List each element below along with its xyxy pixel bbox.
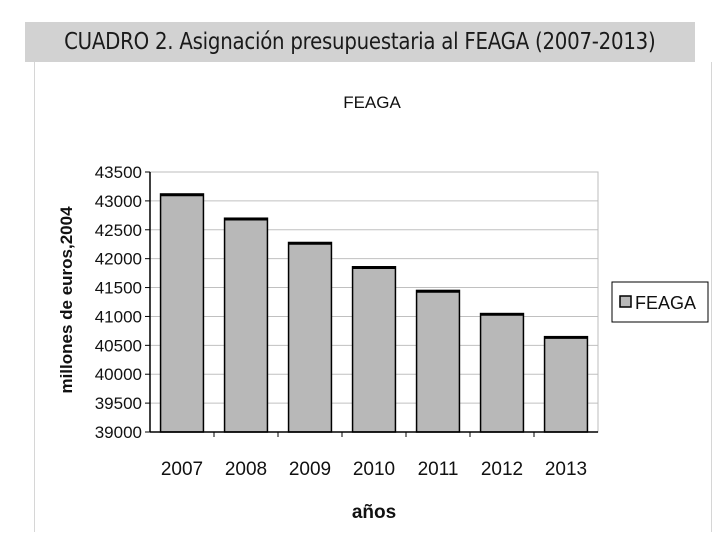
- legend: FEAGA: [611, 281, 709, 323]
- bar-2007: [159, 193, 205, 433]
- x-tick-label: 2013: [545, 459, 587, 480]
- frame-divider-left: [34, 62, 35, 532]
- bar-2010: [351, 266, 397, 433]
- x-axis-label: años: [352, 502, 396, 523]
- y-tick-label: 39000: [95, 423, 142, 442]
- bar-2008: [223, 217, 269, 433]
- legend-label: FEAGA: [635, 293, 696, 313]
- y-tick-label: 39500: [95, 394, 142, 413]
- chart-title: FEAGA: [343, 93, 401, 112]
- y-tick-label: 40000: [95, 365, 142, 384]
- x-tick-label: 2011: [418, 459, 459, 480]
- bar-2012: [479, 312, 525, 433]
- y-tick-label: 40500: [95, 336, 142, 355]
- bar-2009: [287, 241, 333, 433]
- frame-divider-right: [711, 62, 712, 532]
- legend-swatch: [619, 295, 632, 308]
- x-tick-label: 2010: [353, 459, 395, 480]
- y-tick-label: 42000: [95, 250, 142, 269]
- x-tick-label: 2012: [481, 459, 523, 480]
- x-tick-label: 2008: [225, 459, 267, 480]
- y-tick-label: 41500: [95, 279, 142, 298]
- y-tick-label: 41000: [95, 307, 142, 326]
- bar-2011: [415, 289, 461, 433]
- axes: [149, 171, 599, 433]
- y-axis-label: millones de euros,2004: [57, 206, 76, 394]
- x-tick-labels: 2007 2008 2009 2010 2011 2012 2013: [161, 432, 587, 480]
- y-tick-labels: 43500 43000 42500 42000 41500 41000 40500 40000…: [95, 163, 150, 442]
- bar-2013: [543, 335, 589, 433]
- bars: [159, 193, 589, 433]
- y-tick-label: 43500: [95, 163, 142, 182]
- x-tick-label: 2009: [289, 459, 331, 480]
- header-band: CUADRO 2. Asignación presupuestaria al F…: [25, 22, 695, 62]
- page-title: CUADRO 2. Asignación presupuestaria al F…: [64, 29, 656, 55]
- y-tick-label: 43000: [95, 192, 142, 211]
- y-tick-label: 42500: [95, 221, 142, 240]
- x-tick-label: 2007: [161, 459, 203, 480]
